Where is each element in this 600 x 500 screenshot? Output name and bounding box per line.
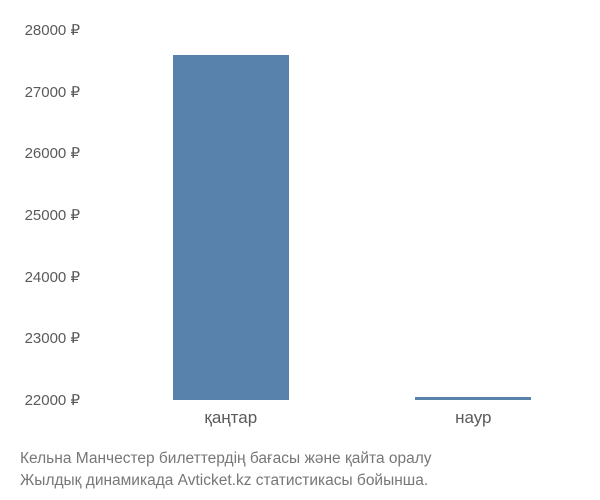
chart-caption: Кельна Манчестер билеттердің бағасы және…: [20, 448, 600, 493]
x-tick-label: қаңтар: [204, 408, 257, 428]
chart-plot-area: [95, 30, 580, 400]
y-tick-label: 23000 ₽: [25, 329, 80, 347]
y-tick-label: 27000 ₽: [25, 83, 80, 101]
y-tick-label: 22000 ₽: [25, 391, 80, 409]
y-tick-label: 26000 ₽: [25, 144, 80, 162]
bar-plot: [95, 30, 580, 400]
x-tick-label: наур: [455, 408, 491, 428]
y-axis: 22000 ₽23000 ₽24000 ₽25000 ₽26000 ₽27000…: [0, 30, 88, 400]
bar: [415, 397, 531, 400]
y-tick-label: 28000 ₽: [25, 21, 80, 39]
x-axis-labels: қаңтар наур: [95, 408, 580, 436]
bar: [173, 55, 289, 400]
y-tick-label: 25000 ₽: [25, 206, 80, 224]
y-tick-label: 24000 ₽: [25, 268, 80, 286]
caption-line-2: Жылдық динамикада Avticket.kz статистика…: [20, 470, 600, 492]
caption-line-1: Кельна Манчестер билеттердің бағасы және…: [20, 448, 600, 470]
